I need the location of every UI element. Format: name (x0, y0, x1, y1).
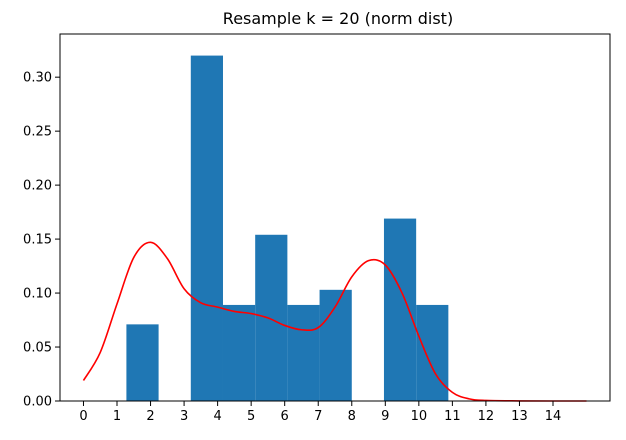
x-tick-label: 10 (411, 409, 428, 424)
histogram-bar (383, 218, 417, 401)
x-tick-label: 3 (180, 409, 188, 424)
x-tick-label: 6 (281, 409, 289, 424)
y-axis: 0.00 0.05 0.10 0.15 0.20 0.25 0.30 (23, 71, 60, 410)
x-tick-label: 9 (381, 409, 389, 424)
x-tick-label: 11 (444, 409, 461, 424)
y-tick-label: 0.30 (23, 71, 52, 86)
histogram-bars (126, 55, 449, 402)
histogram-bar (222, 304, 256, 401)
density-curve-layer (82, 241, 587, 402)
histogram-bar (287, 304, 320, 401)
x-tick-label: 7 (314, 409, 322, 424)
x-tick-label: 12 (478, 409, 495, 424)
y-tick-label: 0.15 (23, 233, 52, 248)
histogram-bar (319, 289, 352, 401)
x-tick-label: 4 (213, 409, 221, 424)
histogram-bar (126, 324, 159, 401)
x-tick-label: 1 (113, 409, 121, 424)
x-tick-label: 8 (348, 409, 356, 424)
density-curve (82, 241, 587, 402)
x-tick-label: 14 (545, 409, 562, 424)
x-tick-label: 5 (247, 409, 255, 424)
x-tick-label: 0 (79, 409, 87, 424)
x-tick-label: 2 (146, 409, 154, 424)
plot-frame (59, 33, 611, 402)
x-axis: 0 1 2 3 4 5 6 7 8 9 10 11 12 13 14 (79, 401, 561, 424)
y-tick-label: 0.25 (23, 125, 52, 140)
chart-title: Resample k = 20 (norm dist) (223, 9, 453, 28)
y-tick-label: 0.05 (23, 341, 52, 356)
histogram-bar (416, 304, 449, 401)
y-tick-label: 0.10 (23, 287, 52, 302)
histogram-bar (190, 55, 223, 402)
histogram-bar (255, 234, 288, 401)
y-tick-label: 0.00 (23, 395, 52, 410)
y-tick-label: 0.20 (23, 179, 52, 194)
x-tick-label: 13 (511, 409, 528, 424)
